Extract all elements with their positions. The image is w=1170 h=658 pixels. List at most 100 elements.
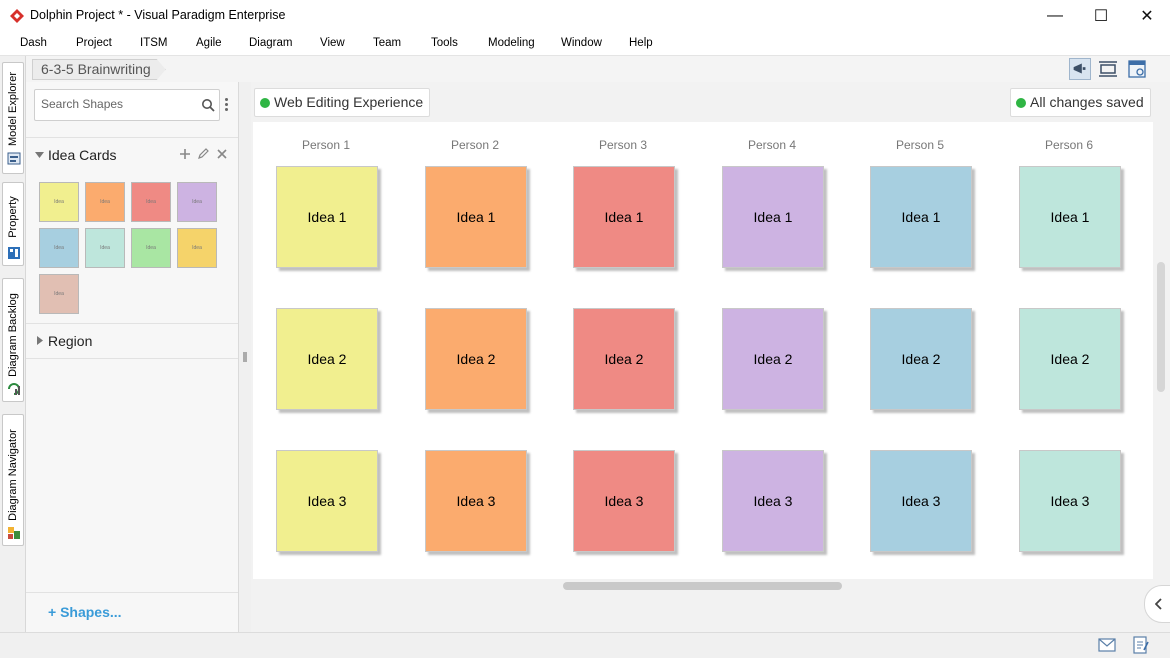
tab-property[interactable]: Property (2, 182, 24, 266)
divider (26, 592, 238, 593)
breadcrumb-bar: 6-3-5 Brainwriting (26, 56, 1170, 82)
idea-card[interactable]: Idea 1 (722, 166, 824, 268)
menu-modeling[interactable]: Modeling (488, 37, 535, 49)
splitter-grip-icon (243, 352, 247, 362)
menu-team[interactable]: Team (373, 37, 402, 49)
idea-card[interactable]: Idea 1 (573, 166, 675, 268)
maximize-icon: ☐ (1093, 8, 1109, 25)
menu-itsm[interactable]: ITSM (140, 37, 168, 49)
brainwriting-canvas[interactable]: Person 1 Idea 1 Idea 2 Idea 3 Person 2 Idea 1… (253, 122, 1153, 579)
idea-card[interactable]: Idea 2 (722, 308, 824, 410)
edit-icon[interactable] (197, 148, 209, 160)
status-bar (0, 632, 1170, 658)
region-group-header[interactable]: Region (26, 324, 238, 358)
diagram-area: Web Editing Experience All changes saved… (251, 82, 1170, 632)
tab-model-explorer[interactable]: Model Explorer (2, 62, 24, 174)
idea-card[interactable]: Idea 3 (870, 450, 972, 552)
horizontal-scrollbar[interactable] (563, 582, 842, 590)
tab-property-label: Property (7, 196, 19, 238)
menu-window[interactable]: Window (561, 37, 602, 49)
idea-card-shape[interactable]: Idea (177, 182, 217, 222)
diagram-settings-icon[interactable] (1126, 58, 1148, 80)
collapse-panel-button[interactable] (1144, 585, 1170, 623)
close-button[interactable]: ✕ (1124, 0, 1170, 32)
panel-more-options-icon[interactable] (225, 98, 229, 114)
person-column-header: Person 1 (301, 138, 351, 152)
vertical-scrollbar[interactable] (1157, 262, 1165, 392)
tab-diagram-navigator[interactable]: Diagram Navigator (2, 414, 24, 546)
fit-diagram-icon[interactable] (1097, 58, 1119, 80)
save-status: All changes saved (1010, 88, 1151, 117)
idea-card[interactable]: Idea 1 (425, 166, 527, 268)
idea-card-shape[interactable]: Idea (85, 228, 125, 268)
visual-paradigm-logo-icon (10, 9, 24, 23)
idea-card[interactable]: Idea 2 (1019, 308, 1121, 410)
menu-diagram[interactable]: Diagram (249, 37, 293, 49)
idea-card[interactable]: Idea 2 (425, 308, 527, 410)
more-shapes-link[interactable]: + Shapes... (48, 604, 122, 620)
tab-diagram-backlog-label: Diagram Backlog (7, 293, 19, 377)
person-column-header: Person 5 (895, 138, 945, 152)
menu-project[interactable]: Project (76, 37, 112, 49)
menu-view[interactable]: View (320, 37, 345, 49)
idea-cards-group-header[interactable]: Idea Cards (26, 138, 238, 172)
property-icon (8, 247, 20, 259)
divider (26, 137, 238, 138)
status-dot-icon (260, 98, 270, 108)
diagram-navigator-icon (8, 527, 20, 539)
idea-card[interactable]: Idea 3 (722, 450, 824, 552)
chevron-right-icon (37, 336, 43, 345)
idea-card-shape[interactable]: Idea (131, 182, 171, 222)
window-title: Dolphin Project * - Visual Paradigm Ente… (30, 8, 286, 22)
divider (26, 323, 238, 324)
tab-model-explorer-label: Model Explorer (7, 72, 19, 146)
remove-icon[interactable] (216, 148, 228, 160)
mail-icon[interactable] (1098, 638, 1116, 652)
tab-diagram-navigator-label: Diagram Navigator (7, 429, 19, 521)
idea-card-shape[interactable]: Idea (39, 228, 79, 268)
menu-agile[interactable]: Agile (196, 37, 222, 49)
idea-card[interactable]: Idea 2 (870, 308, 972, 410)
idea-card[interactable]: Idea 3 (425, 450, 527, 552)
idea-card-shape[interactable]: Idea (39, 182, 79, 222)
add-icon[interactable] (179, 148, 191, 160)
region-group-label: Region (48, 333, 93, 349)
announcement-icon[interactable] (1069, 58, 1091, 80)
idea-card-shape[interactable]: Idea (85, 182, 125, 222)
close-icon: ✕ (1140, 8, 1154, 25)
chevron-left-icon (1155, 598, 1162, 610)
idea-card[interactable]: Idea 3 (573, 450, 675, 552)
idea-card[interactable]: Idea 3 (1019, 450, 1121, 552)
idea-card[interactable]: Idea 1 (1019, 166, 1121, 268)
menu-tools[interactable]: Tools (431, 37, 458, 49)
person-column-header: Person 3 (598, 138, 648, 152)
menu-help[interactable]: Help (629, 37, 653, 49)
panel-splitter[interactable] (240, 82, 251, 632)
search-icon[interactable] (201, 98, 215, 112)
search-box (34, 89, 220, 121)
web-editing-status-label: Web Editing Experience (274, 94, 424, 110)
idea-card[interactable]: Idea 2 (573, 308, 675, 410)
idea-card[interactable]: Idea 2 (276, 308, 378, 410)
idea-card-shape[interactable]: Idea (39, 274, 79, 314)
title-bar: Dolphin Project * - Visual Paradigm Ente… (0, 0, 1170, 32)
breadcrumb[interactable]: 6-3-5 Brainwriting (32, 59, 166, 80)
diagram-backlog-icon (8, 383, 20, 395)
idea-card[interactable]: Idea 1 (870, 166, 972, 268)
idea-card[interactable]: Idea 1 (276, 166, 378, 268)
search-shapes-input[interactable] (41, 97, 191, 111)
notes-icon[interactable] (1133, 636, 1149, 654)
tab-diagram-backlog[interactable]: Diagram Backlog (2, 278, 24, 402)
menu-bar: Dash Project ITSM Agile Diagram View Tea… (0, 32, 1170, 56)
menu-dash[interactable]: Dash (20, 37, 47, 49)
idea-card[interactable]: Idea 3 (276, 450, 378, 552)
minimize-button[interactable]: — (1032, 0, 1078, 32)
maximize-button[interactable]: ☐ (1078, 0, 1124, 32)
idea-card-shape[interactable]: Idea (177, 228, 217, 268)
web-editing-status[interactable]: Web Editing Experience (254, 88, 431, 117)
person-column-header: Person 2 (450, 138, 500, 152)
status-dot-icon (1016, 98, 1026, 108)
person-column-header: Person 6 (1044, 138, 1094, 152)
idea-card-shape[interactable]: Idea (131, 228, 171, 268)
